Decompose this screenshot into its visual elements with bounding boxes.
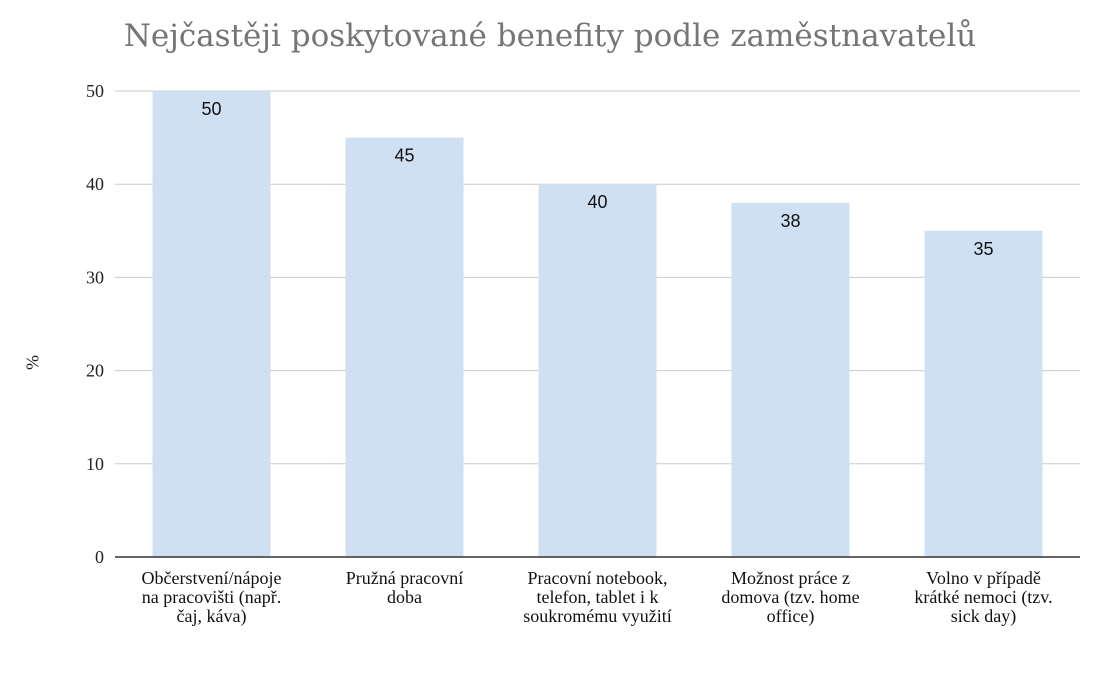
data-label: 38 (780, 211, 800, 231)
bar (152, 91, 271, 557)
bar (924, 230, 1043, 558)
y-tick-label: 40 (86, 174, 104, 194)
x-tick-label: Pružná pracovní doba (345, 568, 464, 607)
bar (345, 137, 464, 557)
bar (538, 184, 657, 557)
y-tick-label: 50 (86, 81, 104, 101)
y-tick-label: 0 (95, 547, 104, 567)
y-tick-label: 30 (86, 267, 104, 287)
x-tick-label: Možnost práce z domova (tzv. home office… (721, 568, 860, 626)
x-tick-label: Volno v případě krátké nemoci (tzv. sick… (914, 568, 1053, 626)
data-label: 45 (394, 146, 414, 166)
y-tick-label: 10 (86, 454, 104, 474)
chart-title: Nejčastěji poskytované benefity podle za… (123, 18, 977, 54)
data-label: 35 (973, 239, 993, 259)
x-tick-label: Pracovní notebook, telefon, tablet i k s… (523, 568, 672, 626)
y-tick-label: 20 (86, 361, 104, 381)
data-label: 50 (201, 99, 221, 119)
data-label: 40 (587, 192, 607, 212)
x-tick-label: Občerstvení/nápoje na pracovišti (např. … (141, 568, 282, 626)
bar (731, 202, 850, 557)
